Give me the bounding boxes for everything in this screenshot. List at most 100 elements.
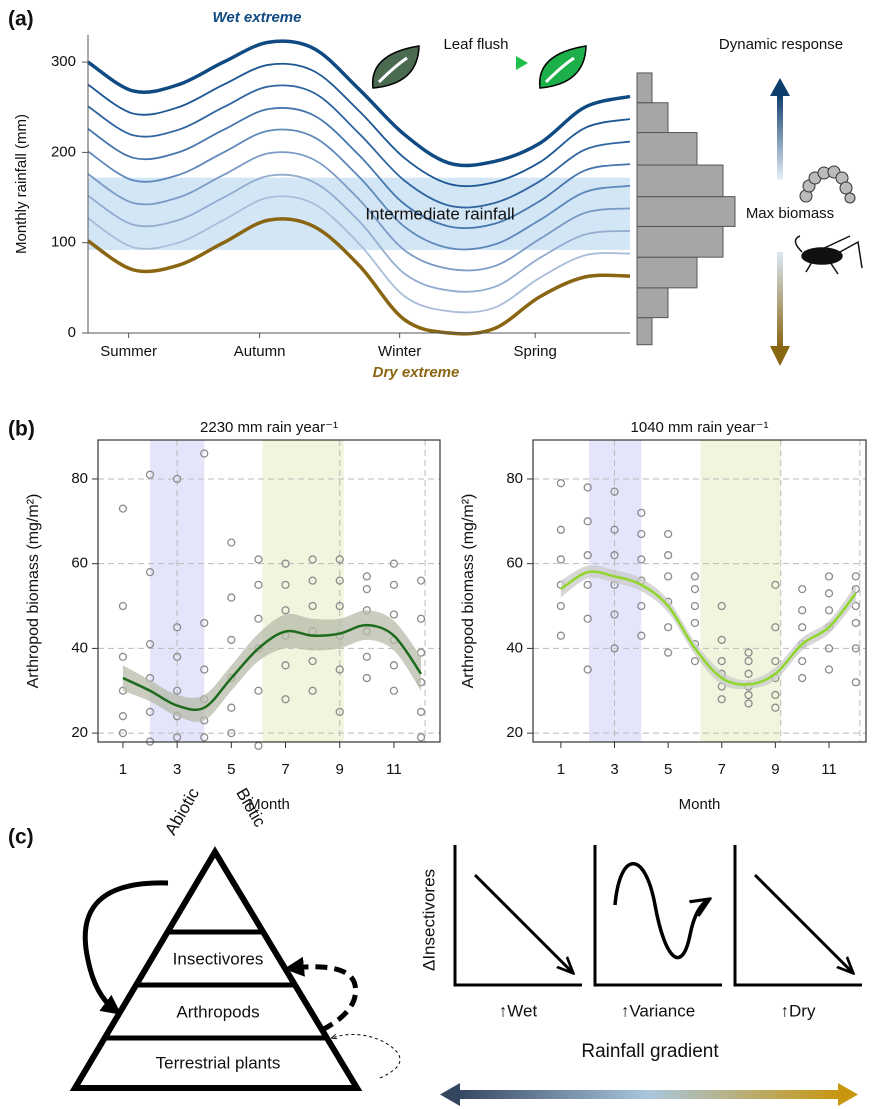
x-tick-label: Winter	[378, 343, 421, 360]
data-point	[281, 695, 290, 704]
intermediate-band	[88, 177, 630, 250]
data-point	[254, 686, 263, 695]
data-point	[389, 580, 399, 590]
data-point	[583, 483, 592, 492]
trophic-level: Terrestrial plants	[156, 1053, 281, 1072]
plot-label: ↑Wet	[499, 1001, 538, 1020]
data-point	[362, 652, 371, 662]
data-point	[556, 479, 566, 488]
data-point	[416, 576, 426, 585]
data-point	[362, 673, 371, 683]
data-point	[637, 508, 646, 518]
data-point	[798, 584, 807, 594]
data-point	[851, 644, 860, 653]
histogram-bar	[636, 164, 724, 198]
data-point	[200, 665, 209, 674]
panel-label: (b)	[8, 418, 35, 441]
data-point	[335, 555, 344, 564]
data-point	[798, 623, 807, 632]
y-tick-label: 0	[68, 324, 76, 341]
data-point	[851, 618, 860, 628]
y-tick-label: 80	[71, 470, 88, 487]
y-tick-label: 20	[71, 724, 88, 741]
scatter-panel: 20 40 60 80 1 3 5 7 9 11 2230 mm rain year⁻¹ Month A…	[8, 418, 441, 813]
data-point	[798, 656, 807, 666]
trophic-level: Arthropods	[176, 1002, 259, 1021]
x-tick-label: 3	[610, 761, 618, 778]
feedback-arrow	[284, 956, 359, 1033]
data-point	[556, 631, 566, 640]
data-point	[172, 733, 182, 742]
data-point	[744, 656, 753, 666]
data-point	[362, 572, 371, 581]
data-point	[335, 665, 344, 674]
y-tick-label: 40	[71, 639, 88, 656]
data-point	[717, 601, 726, 611]
histogram-bar	[636, 256, 698, 289]
y-axis-label: Monthly rainfall (mm)	[13, 114, 30, 254]
data-point	[172, 623, 182, 632]
chart-title: 1040 mm rain year⁻¹	[631, 419, 769, 436]
data-point	[771, 703, 780, 712]
data-point	[556, 555, 566, 564]
data-point	[308, 686, 317, 695]
data-point	[663, 551, 673, 560]
data-point	[824, 665, 834, 674]
x-axis-label: Month	[248, 796, 290, 813]
data-point	[824, 589, 834, 598]
x-tick-label: 1	[119, 761, 127, 778]
data-point	[308, 555, 317, 564]
plot-frame	[532, 439, 867, 743]
caterpillar-icon	[799, 165, 856, 204]
data-point	[583, 614, 592, 623]
y-tick-label: 20	[506, 724, 523, 741]
x-tick-label: Spring	[513, 343, 556, 360]
data-point	[308, 601, 317, 611]
data-point	[771, 623, 780, 632]
data-point	[416, 707, 426, 717]
gradient-label: Rainfall gradient	[581, 1041, 719, 1062]
data-point	[416, 733, 426, 742]
plot-label: ↑Variance	[621, 1001, 695, 1020]
data-point	[145, 640, 155, 649]
histogram-bar	[636, 196, 736, 227]
histogram-bar	[636, 132, 698, 166]
trend-line	[473, 873, 572, 972]
data-point	[610, 551, 619, 560]
data-point	[771, 656, 780, 666]
x-tick-label: 7	[281, 761, 289, 778]
data-point	[118, 504, 128, 513]
rainfall-line	[87, 173, 631, 293]
data-point	[690, 618, 700, 628]
arrowhead-up	[770, 78, 790, 96]
data-point	[118, 652, 128, 662]
data-point	[663, 529, 673, 539]
x-tick-label: 11	[386, 761, 402, 778]
data-point	[824, 644, 834, 653]
mini-axes	[593, 845, 722, 987]
data-point	[663, 572, 673, 581]
data-point	[389, 559, 399, 568]
y-tick-label: 300	[51, 53, 76, 70]
trend-line	[753, 873, 852, 972]
data-point	[145, 568, 155, 577]
data-point	[583, 517, 592, 526]
x-tick-label: 5	[664, 761, 672, 778]
data-point	[583, 665, 592, 674]
rainfall-line	[87, 62, 631, 188]
data-point	[744, 690, 753, 700]
data-point	[637, 529, 646, 539]
rainfall-line	[87, 128, 631, 251]
data-point	[744, 648, 753, 657]
data-point	[610, 610, 619, 619]
data-point	[583, 580, 592, 590]
annotation: Max biomass	[746, 205, 834, 222]
histogram-bar	[636, 225, 724, 258]
x-tick-label: 11	[821, 761, 837, 778]
season-band	[262, 440, 344, 742]
x-tick-label: 1	[557, 761, 565, 778]
smooth-line	[560, 570, 857, 686]
plot-label: ↑Dry	[781, 1001, 816, 1020]
